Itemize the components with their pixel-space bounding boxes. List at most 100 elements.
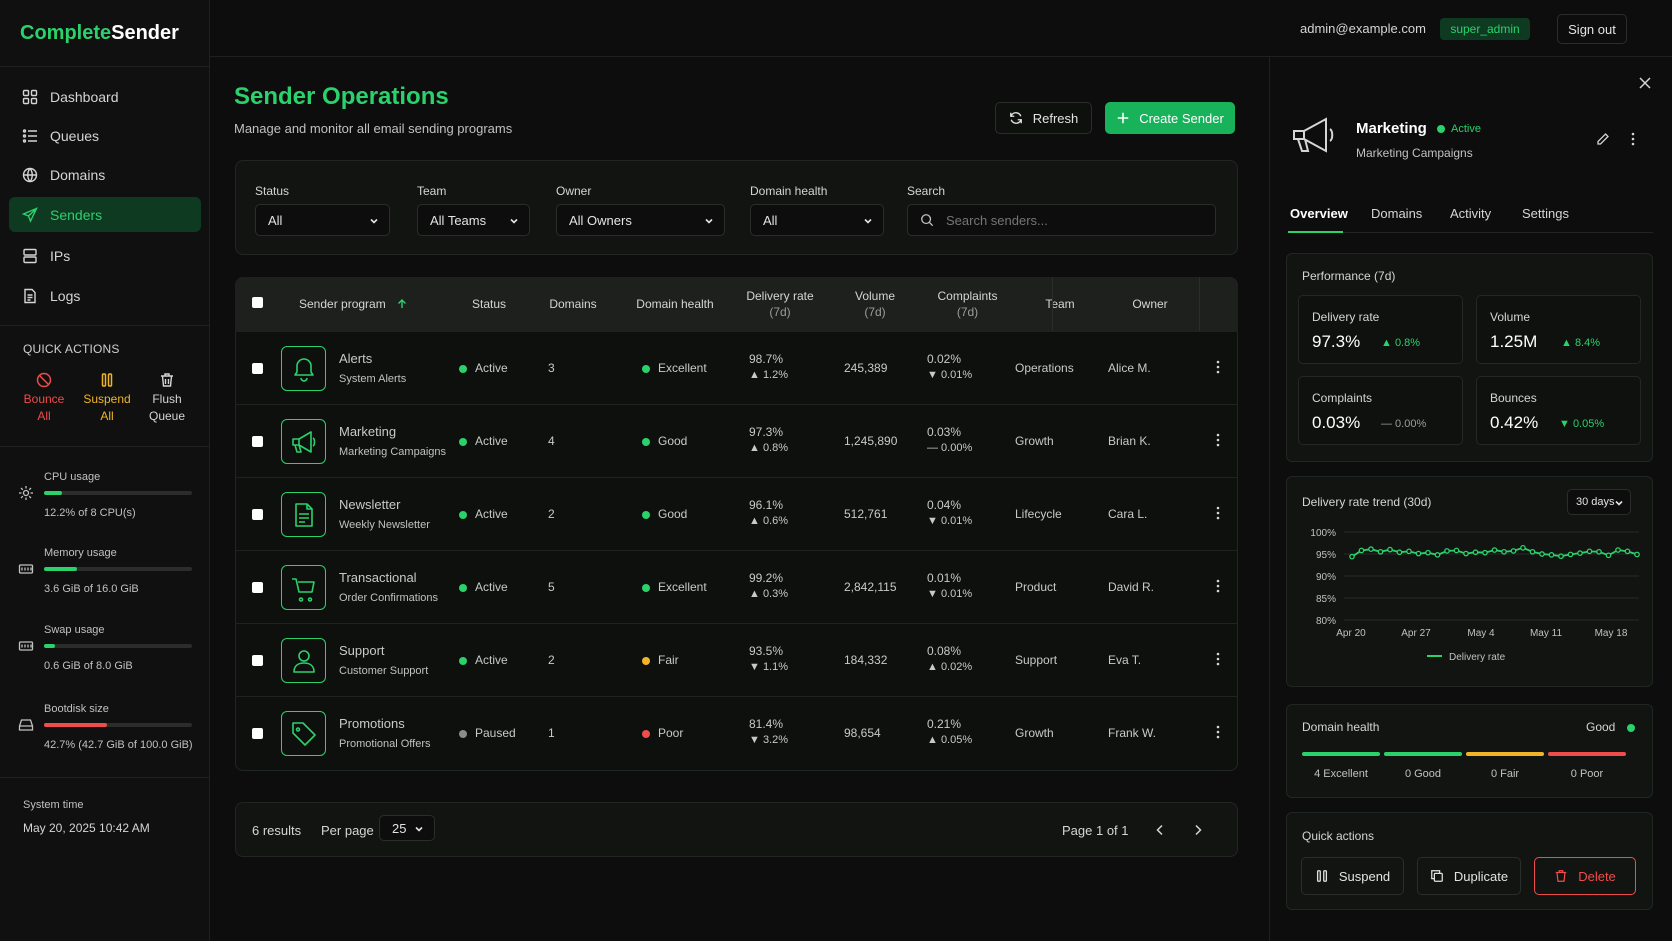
sender-name[interactable]: Alerts	[339, 351, 373, 366]
sort-sender-program[interactable]: Sender program	[299, 296, 408, 312]
domain-health-title: Domain health	[1302, 720, 1380, 734]
row-checkbox[interactable]	[252, 655, 263, 666]
row-checkbox[interactable]	[252, 509, 263, 520]
tab-overview[interactable]: Overview	[1290, 206, 1348, 221]
chevron-left-icon[interactable]	[1153, 823, 1167, 837]
row-checkbox[interactable]	[252, 363, 263, 374]
tab-settings[interactable]: Settings	[1522, 206, 1569, 221]
sender-subtitle: Order Confirmations	[339, 592, 439, 604]
plus-icon	[1117, 112, 1129, 124]
nav-item-ips[interactable]: IPs	[9, 238, 201, 273]
table-row[interactable]: Newsletter Weekly Newsletter Active 2 Go…	[235, 477, 1238, 550]
suspend-button[interactable]: Suspend	[1301, 857, 1404, 895]
chevron-right-icon[interactable]	[1191, 823, 1205, 837]
header-sub: (7d)	[769, 305, 791, 319]
header-complaints[interactable]: Complaints (7d)	[925, 288, 1010, 320]
results-count: 6 results	[252, 823, 302, 838]
health-segment-label: 0 Fair	[1490, 768, 1520, 780]
nav-label: Senders	[50, 206, 103, 223]
data-point	[1406, 548, 1412, 555]
status-badge: Active	[459, 507, 508, 521]
health-segment	[1384, 752, 1462, 756]
status-label: Active	[475, 361, 508, 375]
resource-label: Memory usage	[44, 547, 117, 559]
sidebar: CompleteSender Dashboard Queues Domains …	[0, 0, 210, 941]
disk-bar-fill	[44, 723, 108, 727]
trend-range-select[interactable]: 30 days	[1567, 489, 1631, 515]
more-vertical-icon[interactable]	[1215, 433, 1221, 447]
list-icon	[22, 128, 37, 143]
nav-item-queues[interactable]: Queues	[9, 118, 201, 153]
owner-filter-select[interactable]: All Owners	[556, 204, 725, 236]
flush-queue-button[interactable]: Flush Queue	[137, 372, 197, 425]
header-domains[interactable]: Domains	[549, 297, 597, 311]
refresh-button[interactable]: Refresh	[995, 102, 1092, 134]
memory-icon	[18, 564, 34, 574]
more-vertical-icon[interactable]	[1215, 579, 1221, 593]
header-volume[interactable]: Volume (7d)	[835, 288, 915, 320]
more-vertical-icon[interactable]	[1630, 132, 1636, 146]
nav-item-logs[interactable]: Logs	[9, 278, 201, 313]
sign-out-button[interactable]: Sign out	[1557, 14, 1627, 44]
trash-icon	[1555, 870, 1567, 882]
header-owner[interactable]: Owner	[1132, 297, 1168, 311]
app-logo[interactable]: CompleteSender	[20, 22, 179, 44]
more-vertical-icon[interactable]	[1215, 360, 1221, 374]
user-email: admin@example.com	[1300, 21, 1426, 36]
data-point	[1624, 548, 1631, 555]
sender-name[interactable]: Newsletter	[339, 497, 401, 512]
sender-name[interactable]: Support	[339, 643, 385, 658]
select-value: 30 days	[1576, 496, 1615, 508]
delivery-rate-change: ▼ 1.1%	[749, 661, 789, 673]
nav-item-dashboard[interactable]: Dashboard	[9, 79, 201, 114]
tab-domains[interactable]: Domains	[1371, 206, 1423, 221]
tab-activity[interactable]: Activity	[1450, 206, 1492, 221]
select-all-checkbox[interactable]	[252, 297, 263, 308]
more-vertical-icon[interactable]	[1215, 652, 1221, 666]
disk-icon	[18, 719, 34, 731]
status-filter-select[interactable]: All	[255, 204, 390, 236]
team-filter-select[interactable]: All Teams	[417, 204, 530, 236]
suspend-all-button[interactable]: Suspend All	[77, 372, 137, 425]
more-vertical-icon[interactable]	[1215, 506, 1221, 520]
nav-item-senders[interactable]: Senders	[9, 197, 201, 232]
health-badge: Excellent	[642, 361, 707, 375]
table-row[interactable]: Transactional Order Confirmations Active…	[235, 550, 1238, 623]
delivery-rate-change: ▲ 0.8%	[749, 442, 789, 454]
stat-change: ▲ 0.8%	[1381, 337, 1421, 349]
table-row[interactable]: Promotions Promotional Offers Paused 1 P…	[235, 696, 1238, 769]
header-domain-health[interactable]: Domain health	[636, 297, 714, 311]
x-tick-label: Apr 20	[1336, 628, 1366, 639]
chevron-down-icon	[705, 218, 713, 224]
chevron-down-icon	[510, 218, 518, 224]
sender-name[interactable]: Marketing	[339, 424, 397, 439]
header-status[interactable]: Status	[471, 297, 507, 311]
table-row[interactable]: Alerts System Alerts Active 3 Excellent …	[235, 331, 1238, 404]
table-row[interactable]: Support Customer Support Active 2 Fair 9…	[235, 623, 1238, 696]
pencil-icon[interactable]	[1596, 132, 1610, 146]
header-delivery-rate[interactable]: Delivery rate (7d)	[735, 288, 825, 320]
header-team[interactable]: Team	[1045, 297, 1075, 311]
per-page-select[interactable]: 25	[379, 815, 435, 841]
health-filter-select[interactable]: All	[750, 204, 884, 236]
sender-name[interactable]: Transactional	[339, 570, 417, 585]
domains-count: 2	[548, 507, 555, 521]
nav-item-domains[interactable]: Domains	[9, 157, 201, 192]
volume: 1,245,890	[844, 434, 898, 448]
bounce-all-button[interactable]: Bounce All	[14, 372, 74, 425]
duplicate-button[interactable]: Duplicate	[1417, 857, 1521, 895]
more-vertical-icon[interactable]	[1215, 725, 1221, 739]
row-checkbox[interactable]	[252, 436, 263, 447]
table-row[interactable]: Marketing Marketing Campaigns Active 4 G…	[235, 404, 1238, 477]
document-icon	[294, 502, 313, 527]
delete-button[interactable]: Delete	[1534, 857, 1636, 895]
row-checkbox[interactable]	[252, 728, 263, 739]
volume: 98,654	[844, 726, 881, 740]
create-sender-button[interactable]: Create Sender	[1105, 102, 1235, 134]
nav-label: Logs	[50, 287, 81, 304]
close-icon[interactable]	[1638, 76, 1652, 90]
row-checkbox[interactable]	[252, 582, 263, 593]
volume: 245,389	[844, 361, 888, 375]
sender-name[interactable]: Promotions	[339, 716, 405, 731]
search-input[interactable]	[946, 212, 1196, 228]
